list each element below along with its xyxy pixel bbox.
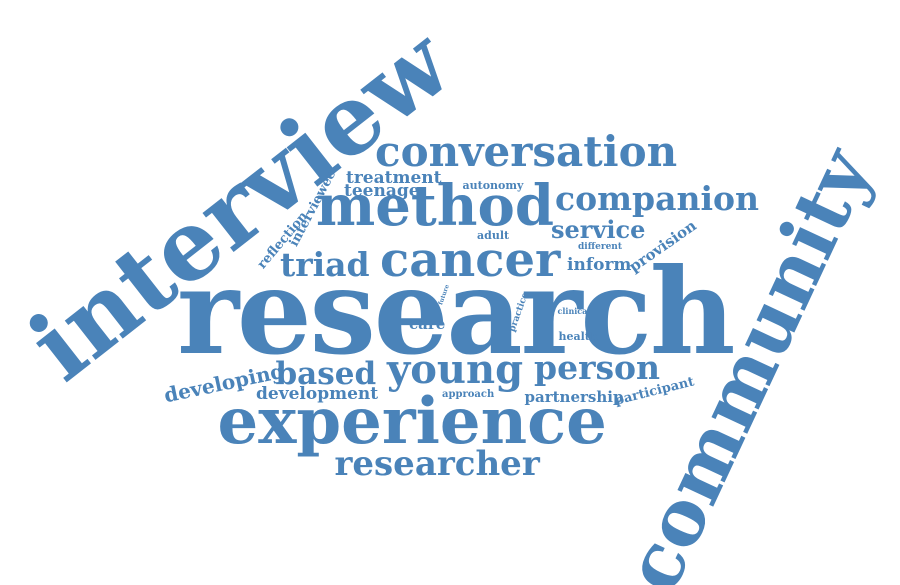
word-companion: companion <box>555 178 760 218</box>
word-partnership: partnership <box>524 387 624 406</box>
word-inform: inform <box>567 254 632 275</box>
word-based: based <box>275 355 377 392</box>
word-adult: adult <box>477 228 510 242</box>
word-conversation: conversation <box>375 127 678 176</box>
word-researcher: researcher <box>334 444 540 484</box>
word-experience: experience <box>217 384 607 459</box>
word-approach: approach <box>442 389 495 400</box>
word-cancer: cancer <box>380 232 561 288</box>
word-care: care <box>409 314 446 333</box>
word-autonomy: autonomy <box>462 178 524 192</box>
word-person: person <box>534 347 661 387</box>
word-triad: triad <box>280 244 370 284</box>
word-different: different <box>578 241 622 252</box>
word-teenage: teenage <box>344 180 420 201</box>
word-development: development <box>256 383 379 404</box>
word-young: young <box>387 346 524 393</box>
word-research: research <box>177 242 736 381</box>
word-clinical: clinical <box>557 306 591 316</box>
word-health: health <box>558 329 598 343</box>
word-service: service <box>551 215 646 244</box>
word-treatment: treatment <box>346 167 442 188</box>
word-method: method <box>316 173 554 239</box>
